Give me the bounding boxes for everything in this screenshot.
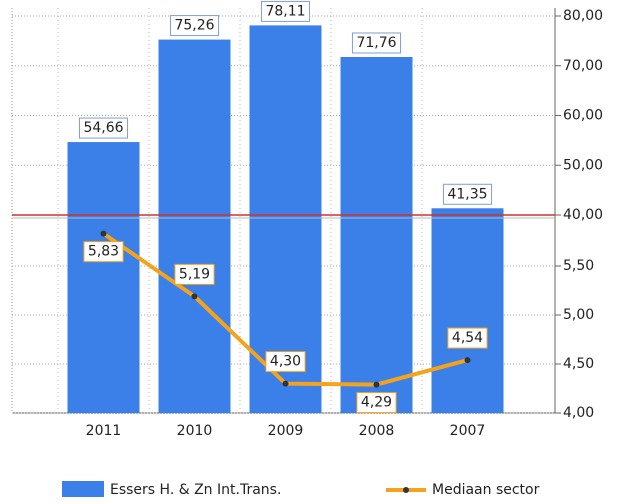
data-label-box	[260, 0, 311, 22]
legend-swatch	[62, 481, 104, 497]
data-label-box	[78, 117, 129, 139]
legend-label: Mediaan sector	[432, 482, 540, 498]
y-tick-label: 4,00	[563, 405, 594, 421]
line-marker	[191, 293, 198, 300]
data-label-box	[174, 263, 215, 285]
x-tick-label: 2010	[177, 423, 213, 439]
data-label: 54,66	[83, 120, 123, 136]
data-label: 5,83	[88, 244, 119, 260]
x-tick-label: 2011	[86, 423, 122, 439]
data-label: 78,11	[265, 3, 305, 19]
data-label-box	[265, 351, 306, 373]
x-tick-label: 2009	[268, 423, 304, 439]
y-tick-label: 70,00	[563, 58, 603, 74]
y-tick-label: 5,00	[563, 307, 594, 323]
y-tick-label: 4,50	[563, 356, 594, 372]
bar	[249, 25, 322, 414]
data-label-box	[169, 15, 220, 37]
line-marker	[464, 357, 471, 364]
data-label: 4,30	[270, 354, 301, 370]
bar	[431, 208, 504, 413]
data-label-box	[356, 392, 397, 414]
data-label: 75,26	[174, 18, 214, 34]
y-tick-label: 80,00	[563, 8, 603, 24]
y-tick-label: 60,00	[563, 108, 603, 124]
y-tick-label: 5,50	[563, 258, 594, 274]
data-label-box	[447, 327, 488, 349]
line-marker	[282, 380, 289, 387]
data-label: 4,54	[452, 330, 483, 346]
line-marker	[100, 230, 107, 237]
data-label: 41,35	[447, 186, 487, 202]
y-tick-label: 50,00	[563, 157, 603, 173]
bar	[340, 56, 413, 414]
data-label-box	[442, 183, 493, 205]
y-tick-label: 40,00	[563, 207, 603, 223]
bar	[158, 39, 231, 413]
data-label: 5,19	[179, 266, 210, 282]
x-tick-label: 2007	[450, 423, 486, 439]
legend-label: Essers H. & Zn Int.Trans.	[110, 482, 281, 498]
line-marker	[373, 381, 380, 388]
data-label: 71,76	[356, 35, 396, 51]
x-tick-label: 2008	[359, 423, 395, 439]
legend-marker	[403, 487, 409, 493]
data-label-box	[83, 241, 124, 263]
bar	[67, 142, 140, 413]
data-label: 4,29	[361, 395, 392, 411]
data-label-box	[351, 32, 402, 54]
